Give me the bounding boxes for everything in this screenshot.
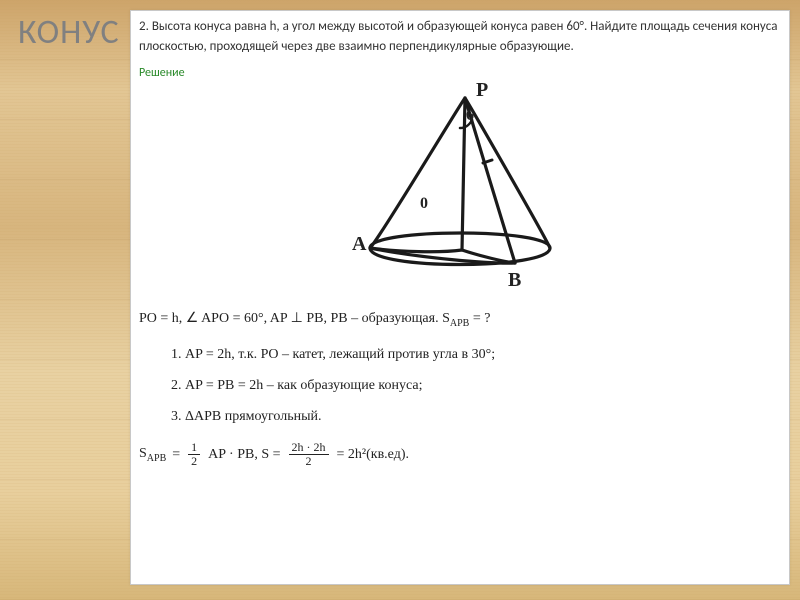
cone-diagram: P A B 6 0 (310, 78, 610, 300)
final-s: SAPB (139, 443, 166, 466)
final-mid: AP · PB, S = (208, 444, 280, 465)
label-p: P (476, 79, 488, 101)
slant-right (465, 98, 550, 248)
frac-main-den: 2 (303, 455, 315, 468)
label-b: B (508, 269, 521, 291)
final-tail: = 2h²(кв.ед). (337, 444, 409, 465)
content-panel: 2. Высота конуса равна h, а угол между в… (130, 10, 790, 585)
problem-statement: 2. Высота конуса равна h, а угол между в… (139, 17, 781, 56)
step-3: ΔAPB прямоугольный. (185, 406, 781, 427)
cone-svg: P A B 6 0 (310, 78, 610, 293)
frac-half-num: 1 (188, 441, 200, 455)
frac-half: 1 2 (188, 441, 200, 467)
final-answer: SAPB = 1 2 AP · PB, S = 2h · 2h 2 = 2h²(… (139, 441, 781, 467)
final-s-sub: APB (147, 453, 166, 464)
slant-pa (370, 98, 465, 248)
label-angle-6: 6 (466, 107, 474, 124)
frac-half-den: 2 (188, 455, 200, 468)
final-eq1: = (172, 444, 180, 465)
given-text: PO = h, ∠ APO = 60°, AP ⊥ PB, PB – образ… (139, 311, 450, 326)
label-a: A (352, 233, 367, 255)
given-sub: APB (450, 317, 469, 328)
given-tail: = ? (469, 311, 490, 326)
given-line: PO = h, ∠ APO = 60°, AP ⊥ PB, PB – образ… (139, 308, 781, 331)
math-block: PO = h, ∠ APO = 60°, AP ⊥ PB, PB – образ… (139, 308, 781, 468)
steps-list: AP = 2h, т.к. PO – катет, лежащий против… (139, 344, 781, 427)
slide-background: КОНУС 2. Высота конуса равна h, а угол м… (0, 0, 800, 600)
step-2: AP = PB = 2h – как образующие конуса; (185, 375, 781, 396)
frac-main-num: 2h · 2h (289, 441, 329, 455)
slide-title: КОНУС (18, 12, 120, 53)
problem-number: 2. (139, 19, 149, 34)
step-1: AP = 2h, т.к. PO – катет, лежащий против… (185, 344, 781, 365)
problem-text: Высота конуса равна h, а угол между высо… (139, 19, 777, 54)
height-po (462, 98, 465, 250)
label-r: 0 (420, 195, 428, 212)
frac-main: 2h · 2h 2 (289, 441, 329, 467)
diagram-container: P A B 6 0 (139, 78, 781, 300)
